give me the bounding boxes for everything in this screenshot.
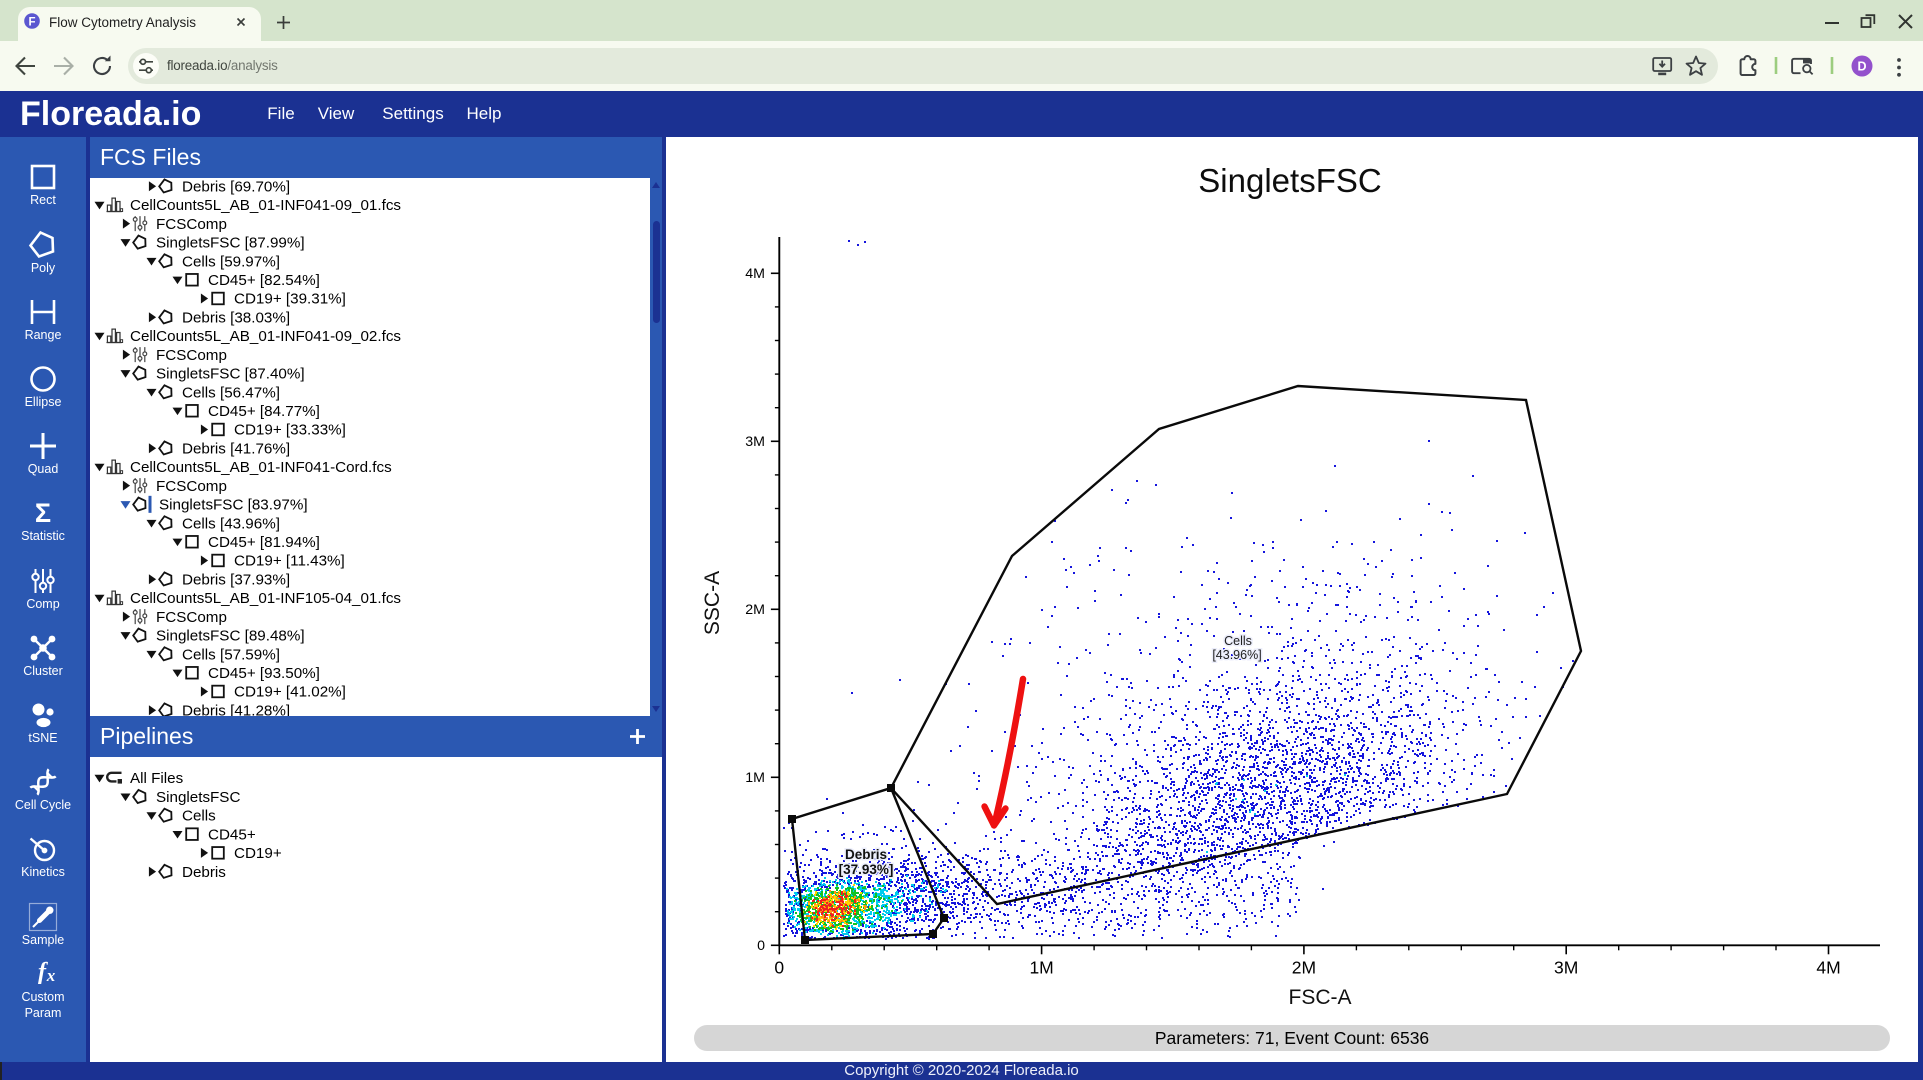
- svg-text:CellCounts5L_AB_01-INF041-09_0: CellCounts5L_AB_01-INF041-09_02.fcs: [130, 328, 401, 345]
- svg-text:SingletsFSC [89.48%]: SingletsFSC [89.48%]: [156, 628, 305, 645]
- svg-text:2M: 2M: [745, 602, 765, 618]
- svg-text:4M: 4M: [745, 266, 765, 282]
- svg-text:Debris [41.28%]: Debris [41.28%]: [182, 702, 290, 716]
- svg-text:4M: 4M: [1816, 958, 1840, 978]
- svg-text:All Files: All Files: [130, 770, 184, 787]
- svg-text:CD19+ [41.02%]: CD19+ [41.02%]: [234, 684, 346, 701]
- svg-text:FCSComp: FCSComp: [156, 478, 227, 495]
- svg-text:CD19+: CD19+: [234, 845, 282, 862]
- svg-text:Cells [56.47%]: Cells [56.47%]: [182, 384, 280, 401]
- svg-text:SingletsFSC [83.97%]: SingletsFSC [83.97%]: [159, 497, 308, 514]
- svg-text:F: F: [28, 17, 35, 29]
- svg-text:0: 0: [774, 958, 784, 978]
- svg-text:Debris [69.70%]: Debris [69.70%]: [182, 178, 290, 195]
- svg-text:CD45+ [81.94%]: CD45+ [81.94%]: [208, 534, 320, 551]
- svg-text:f: f: [38, 959, 48, 985]
- svg-text:CellCounts5L_AB_01-INF105-04_0: CellCounts5L_AB_01-INF105-04_01.fcs: [130, 590, 401, 607]
- svg-text:CD45+ [93.50%]: CD45+ [93.50%]: [208, 665, 320, 682]
- svg-text:CellCounts5L_AB_01-INF041-09_0: CellCounts5L_AB_01-INF041-09_01.fcs: [130, 197, 401, 214]
- svg-text:SingletsFSC: SingletsFSC: [156, 789, 240, 806]
- svg-text:CD19+ [11.43%]: CD19+ [11.43%]: [234, 553, 345, 570]
- svg-text:[37.93%]: [37.93%]: [839, 862, 894, 877]
- svg-text:CD45+: CD45+: [208, 826, 256, 843]
- svg-text:FCSComp: FCSComp: [156, 347, 227, 364]
- svg-text:FSC-A: FSC-A: [1289, 986, 1352, 1009]
- svg-text:3M: 3M: [1554, 958, 1578, 978]
- svg-text:Debris [41.76%]: Debris [41.76%]: [182, 440, 290, 457]
- svg-text:Cells [43.96%]: Cells [43.96%]: [182, 515, 280, 532]
- svg-text:SingletsFSC: SingletsFSC: [1198, 162, 1381, 199]
- svg-text:Σ: Σ: [35, 498, 51, 528]
- svg-text:D: D: [1857, 60, 1866, 74]
- svg-text:FCSComp: FCSComp: [156, 216, 227, 233]
- svg-text:1M: 1M: [745, 770, 765, 786]
- svg-text:SingletsFSC [87.99%]: SingletsFSC [87.99%]: [156, 235, 305, 252]
- svg-text:[43.96%]: [43.96%]: [1212, 648, 1261, 662]
- svg-text:Debris [38.03%]: Debris [38.03%]: [182, 309, 290, 326]
- svg-text:2M: 2M: [1292, 958, 1316, 978]
- svg-text:0: 0: [757, 938, 765, 954]
- svg-text:Debris: Debris: [182, 864, 226, 881]
- svg-text:CD45+ [82.54%]: CD45+ [82.54%]: [208, 272, 320, 289]
- svg-text:CD45+ [84.77%]: CD45+ [84.77%]: [208, 403, 320, 420]
- svg-text:SingletsFSC [87.40%]: SingletsFSC [87.40%]: [156, 366, 305, 383]
- svg-text:Cells [59.97%]: Cells [59.97%]: [182, 253, 280, 270]
- svg-text:Cells: Cells: [182, 808, 216, 825]
- svg-text:CellCounts5L_AB_01-INF041-Cord: CellCounts5L_AB_01-INF041-Cord.fcs: [130, 459, 392, 476]
- svg-text:Debris [37.93%]: Debris [37.93%]: [182, 571, 290, 588]
- svg-text:1M: 1M: [1029, 958, 1053, 978]
- svg-text:FCSComp: FCSComp: [156, 609, 227, 626]
- svg-text:Cells: Cells: [1224, 634, 1252, 648]
- svg-text:SSC-A: SSC-A: [701, 571, 724, 635]
- svg-text:x: x: [46, 966, 56, 985]
- svg-text:CD19+ [39.31%]: CD19+ [39.31%]: [234, 291, 346, 308]
- svg-text:3M: 3M: [745, 434, 765, 450]
- svg-text:Debris: Debris: [845, 847, 887, 862]
- svg-text:Cells [57.59%]: Cells [57.59%]: [182, 646, 280, 663]
- svg-text:CD19+ [33.33%]: CD19+ [33.33%]: [234, 422, 346, 439]
